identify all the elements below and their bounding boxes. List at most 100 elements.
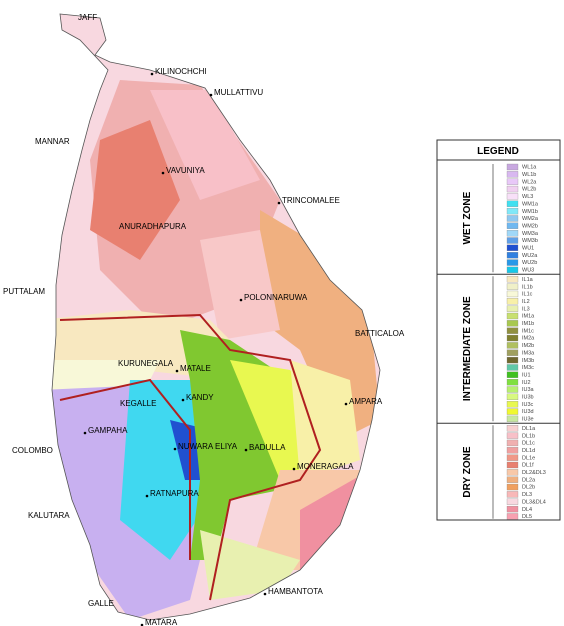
city-label: KANDY	[186, 393, 214, 402]
legend-swatch	[506, 483, 519, 491]
legend-label: IM2a	[522, 336, 535, 342]
legend-swatch	[506, 252, 519, 259]
legend-swatch	[506, 342, 519, 349]
legend-swatch	[506, 266, 519, 274]
legend-label: WL2a	[522, 179, 537, 185]
legend-swatch	[506, 425, 519, 432]
legend-label: WM1b	[522, 209, 538, 215]
legend-swatch	[506, 356, 519, 364]
legend-label: IU1	[522, 372, 531, 378]
legend-label: IU3a	[522, 387, 535, 393]
legend-swatch	[506, 513, 519, 520]
legend-swatch	[506, 364, 519, 371]
city-label: NUWARA ELIYA	[178, 442, 238, 451]
legend-label: IL3	[522, 306, 530, 312]
city-label: GALLE	[88, 599, 114, 608]
legend-label: WM3b	[522, 238, 538, 244]
legend-label: IL2	[522, 299, 530, 305]
legend-label: IM1a	[522, 314, 535, 320]
legend-label: DL2b	[522, 485, 535, 491]
legend-swatch	[506, 469, 519, 476]
city-label: JAFF	[78, 13, 97, 22]
city-dot	[161, 171, 165, 175]
legend-label: IM3b	[522, 358, 534, 364]
legend-label: DL3&DL4	[522, 499, 546, 505]
zone-label: INTERMEDIATE ZONE	[462, 296, 473, 401]
city-label: KURUNEGALA	[118, 359, 174, 368]
legend-swatch	[506, 200, 519, 207]
legend-label: IU2	[522, 380, 531, 386]
legend-swatch	[506, 171, 519, 178]
legend-swatch	[506, 327, 519, 334]
legend-label: IM3c	[522, 365, 534, 371]
legend-swatch	[506, 259, 519, 266]
legend-swatch	[506, 290, 519, 298]
legend-swatch	[506, 461, 519, 469]
legend-label: IM3a	[522, 350, 535, 356]
legend-label: DL1b	[522, 433, 535, 439]
legend-swatch	[506, 222, 519, 229]
city-label: KILINOCHCHI	[155, 67, 207, 76]
legend-swatch	[506, 393, 519, 401]
legend-swatch	[506, 386, 519, 393]
legend-swatch	[506, 349, 519, 356]
city-dot	[209, 93, 213, 97]
legend-swatch	[506, 378, 519, 386]
legend-swatch	[506, 439, 519, 447]
legend-swatch	[506, 334, 519, 342]
city-dot	[145, 494, 149, 498]
legend-label: DL5	[522, 514, 532, 520]
legend-label: WM1a	[522, 201, 539, 207]
zone-label: DRY ZONE	[462, 446, 473, 497]
legend-swatch	[506, 491, 519, 498]
legend-label: IL1b	[522, 284, 533, 290]
legend-swatch	[506, 215, 519, 222]
legend-swatch	[506, 207, 519, 215]
legend-swatch	[506, 401, 519, 408]
legend-swatch	[506, 312, 519, 320]
legend-label: IM1c	[522, 328, 534, 334]
city-label: MONERAGALA	[297, 462, 354, 471]
city-label: RATNAPURA	[150, 489, 199, 498]
legend-label: DL1a	[522, 426, 536, 432]
city-dot	[277, 201, 281, 205]
city-label: BATTICALOA	[355, 329, 405, 338]
legend-label: WU2b	[522, 260, 537, 266]
legend-label: WM3a	[522, 231, 539, 237]
legend-swatch	[506, 476, 519, 483]
city-dot	[263, 592, 267, 596]
legend-swatch	[506, 505, 519, 513]
zones	[52, 14, 380, 620]
legend-label: WU1	[522, 246, 534, 252]
city-label: GAMPAHA	[88, 426, 128, 435]
legend-swatch	[506, 305, 519, 312]
city-label: HAMBANTOTA	[268, 587, 323, 596]
legend-label: DL3	[522, 492, 532, 498]
city-dot	[344, 402, 348, 406]
legend-label: DL2&DL3	[522, 470, 546, 476]
city-label: COLOMBO	[12, 446, 53, 455]
city-label: ANURADHAPURA	[119, 222, 187, 231]
legend-swatch	[506, 371, 519, 378]
legend-label: IU3d	[522, 409, 534, 415]
legend-label: WM2b	[522, 223, 538, 229]
legend-swatch	[506, 237, 519, 244]
legend-swatch	[506, 163, 519, 171]
legend-label: WL2b	[522, 187, 536, 193]
city-label: POLONNARUWA	[244, 293, 308, 302]
legend-label: DL4	[522, 507, 532, 513]
city-label: KALUTARA	[28, 511, 70, 520]
legend-swatch	[506, 283, 519, 290]
legend-swatch	[506, 415, 519, 423]
city-dot	[181, 398, 185, 402]
city-dot	[175, 369, 179, 373]
legend-swatch	[506, 498, 519, 505]
city-label: MATALE	[180, 364, 211, 373]
city-label: BADULLA	[249, 443, 286, 452]
city-dot	[83, 431, 87, 435]
legend-label: DL1f	[522, 463, 534, 469]
city-label: PUTTALAM	[3, 287, 45, 296]
city-label: MANNAR	[35, 137, 70, 146]
city-label: MATARA	[145, 618, 178, 626]
legend-label: IM2b	[522, 343, 534, 349]
